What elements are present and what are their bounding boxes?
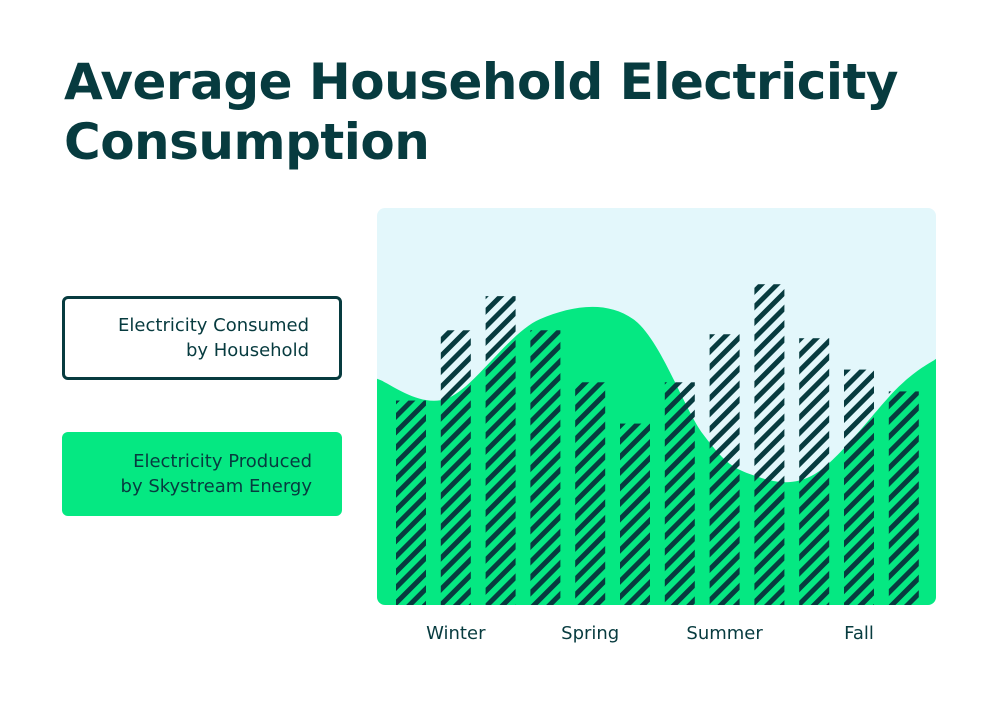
produced-area — [377, 306, 936, 605]
consumed-bar — [620, 423, 650, 605]
consumed-bar — [396, 400, 426, 605]
x-tick-label: Spring — [561, 623, 619, 644]
page-title: Average Household Electricity Consumptio… — [64, 53, 899, 171]
consumed-bar — [844, 369, 874, 605]
consumed-bars — [396, 284, 919, 605]
consumed-bar — [530, 330, 561, 605]
consumed-bar — [754, 284, 785, 605]
legend-produced: Electricity Produced by Skystream Energy — [62, 432, 342, 516]
consumed-bar — [440, 330, 471, 605]
consumed-bar — [888, 391, 919, 605]
x-tick-label: Fall — [844, 623, 874, 644]
legend-consumed: Electricity Consumed by Household — [62, 296, 342, 380]
x-tick-label: Summer — [686, 623, 763, 644]
consumed-bar — [709, 334, 740, 605]
x-axis-labels: Winter Spring Summer Fall — [426, 623, 874, 644]
consumed-bar — [664, 382, 695, 605]
consumed-bar — [575, 382, 606, 605]
x-tick-label: Winter — [426, 623, 486, 644]
legend-consumed-label: Electricity Consumed by Household — [118, 315, 309, 361]
legend-produced-label: Electricity Produced by Skystream Energy — [120, 451, 312, 497]
consumed-bar — [485, 296, 516, 605]
consumed-bar — [799, 338, 830, 605]
